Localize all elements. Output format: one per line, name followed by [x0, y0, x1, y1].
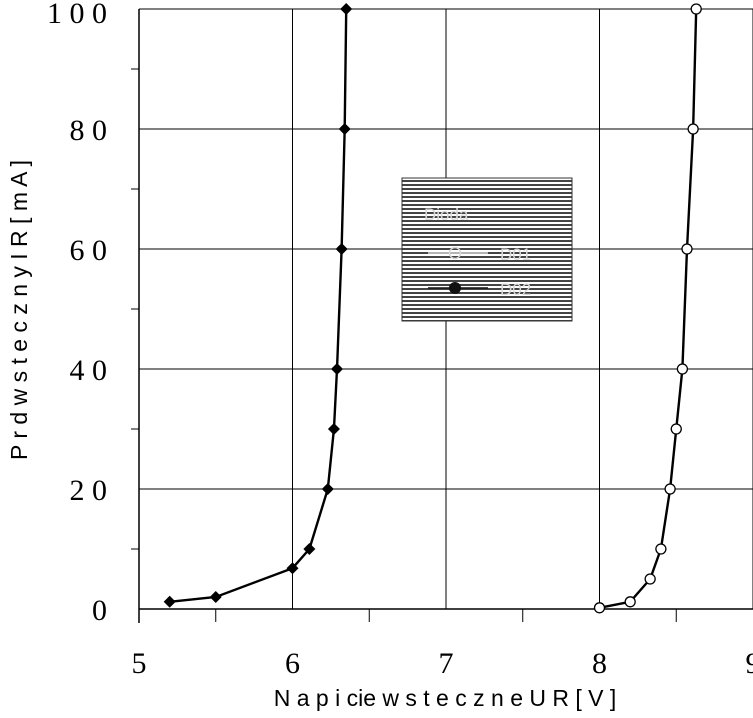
legend-box — [401, 177, 573, 322]
data-point-d02 — [340, 3, 353, 15]
y-axis-title: P r d w s t e c z n y I R [ m A ] — [6, 160, 32, 460]
legend-marker-d01 — [448, 246, 462, 260]
series-layer — [163, 3, 702, 614]
x-tick-label: 7 — [439, 647, 454, 680]
x-tick-label: 6 — [285, 647, 300, 680]
data-point-d01 — [670, 423, 682, 435]
data-point-d01 — [676, 363, 689, 375]
data-point-d02 — [286, 562, 299, 575]
data-point-d02 — [335, 243, 348, 255]
legend-marker-d02 — [449, 282, 461, 294]
x-tick-labels: 5 6 7 8 9 — [132, 647, 753, 680]
minor-ticks — [131, 68, 677, 622]
y-tick-label: 1 0 0 — [47, 0, 107, 30]
data-point-d02 — [327, 423, 340, 435]
data-point-d01 — [644, 573, 656, 585]
legend-title: Dioda — [424, 205, 469, 224]
series-line-d02 — [169, 8, 348, 603]
data-point-d02 — [303, 543, 316, 555]
data-point-d02 — [338, 123, 351, 135]
x-tick-label: 9 — [746, 647, 753, 680]
data-point-d01 — [690, 3, 702, 15]
data-point-d01 — [593, 602, 606, 614]
data-point-d01 — [655, 543, 667, 555]
y-tick-label: 2 0 — [70, 474, 108, 507]
data-point-d02 — [209, 591, 222, 603]
x-axis-title: N a p i cie w s t e c z n e U R [ V ] — [274, 685, 617, 711]
data-point-d01 — [624, 596, 636, 608]
axes — [138, 9, 753, 623]
data-point-d02 — [321, 483, 334, 495]
legend-label-d01: D01 — [500, 245, 531, 264]
legend: Dioda D01 D02 — [401, 177, 573, 322]
data-point-d01 — [687, 123, 699, 135]
data-point-d01 — [681, 243, 693, 255]
x-tick-label: 8 — [592, 647, 607, 680]
series-line-d01 — [599, 8, 698, 609]
data-point-d02 — [163, 595, 176, 608]
legend-label-d02: D02 — [500, 280, 531, 299]
y-tick-label: 4 0 — [70, 354, 108, 387]
y-tick-label: 8 0 — [70, 114, 108, 147]
data-point-d02 — [331, 363, 344, 375]
y-tick-label: 6 0 — [70, 234, 108, 267]
data-point-d01 — [664, 483, 676, 495]
x-tick-label: 5 — [132, 647, 147, 680]
y-tick-labels: 0 2 0 4 0 6 0 8 0 1 0 0 — [47, 0, 107, 627]
y-tick-label: 0 — [92, 594, 107, 627]
